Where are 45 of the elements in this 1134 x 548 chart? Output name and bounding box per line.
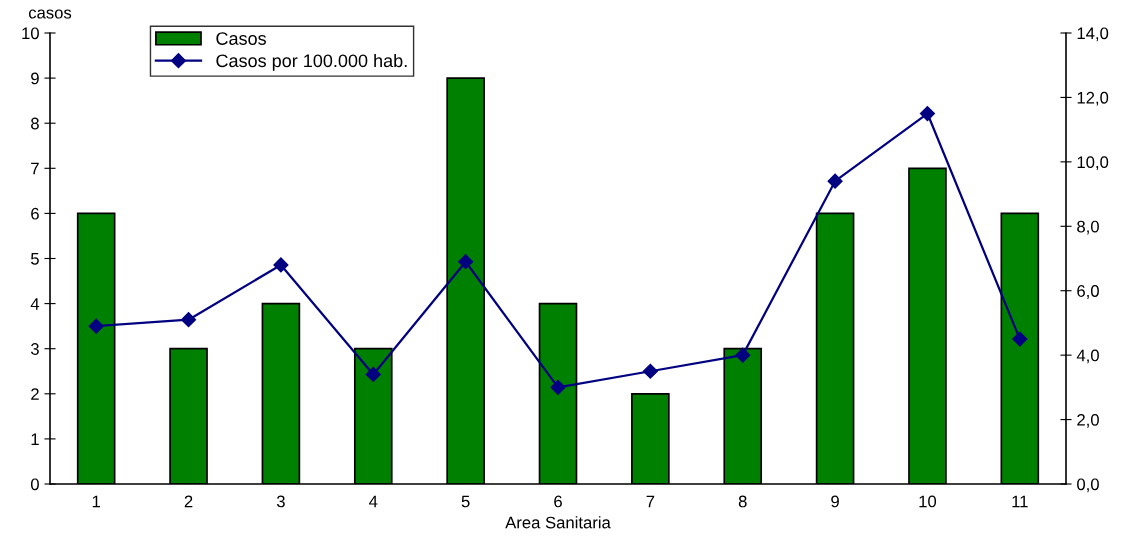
y-tick-label: 1: [31, 433, 39, 445]
y-tick-label: 7: [31, 162, 39, 175]
point: [919, 105, 936, 122]
x-tick-label: 10: [919, 495, 937, 508]
x-tick-label: 11: [1012, 495, 1028, 508]
y-axis-title: casos: [28, 9, 72, 19]
y-tick-label: 3: [30, 343, 39, 355]
y-tick-label: 5: [30, 253, 39, 265]
y-tick-label: 0: [30, 478, 39, 491]
y2-tick-label: 10,0: [1077, 156, 1109, 171]
y2-tick-label: 14,0: [1077, 27, 1109, 42]
point: [642, 363, 658, 379]
point: [550, 379, 566, 395]
x-tick-label: 3: [276, 495, 285, 508]
y2-tick-label: 4,0: [1076, 349, 1099, 364]
x-tick-label: 9: [831, 495, 839, 508]
x-tick-label: 1: [92, 495, 100, 508]
y2-tick-label: 12,0: [1077, 91, 1109, 106]
point: [273, 257, 289, 273]
point: [180, 312, 197, 328]
y-tick-label: 10: [22, 27, 39, 40]
point: [88, 318, 104, 334]
x-tick-label: 4: [369, 495, 378, 508]
point: [458, 254, 474, 270]
y2-tick-label: 2,0: [1077, 413, 1099, 428]
point: [1012, 331, 1028, 347]
y2-tick-label: 6,0: [1077, 285, 1099, 299]
x-tick-label: 5: [461, 495, 470, 508]
x-tick-label: 2: [184, 495, 193, 508]
y-tick-label: 8: [31, 117, 39, 130]
y-tick-label: 4: [30, 298, 40, 310]
legend-label: Casos: [216, 32, 266, 45]
x-axis-title: Area Sanitaria: [505, 516, 611, 529]
x-tick-label: 8: [738, 495, 747, 508]
x-tick-label: 7: [646, 495, 655, 508]
y2-tick-label: 0,0: [1077, 478, 1099, 493]
y-tick-label: 2: [31, 388, 39, 400]
y-tick-label: 6: [31, 207, 39, 220]
point: [827, 173, 843, 189]
point: [735, 347, 751, 363]
y-tick-label: 9: [31, 72, 39, 85]
legend-label: Casos por 100.000 hab.: [216, 53, 407, 71]
point: [365, 366, 381, 383]
y2-tick-label: 8,0: [1077, 220, 1099, 235]
x-tick-label: 6: [554, 495, 562, 508]
